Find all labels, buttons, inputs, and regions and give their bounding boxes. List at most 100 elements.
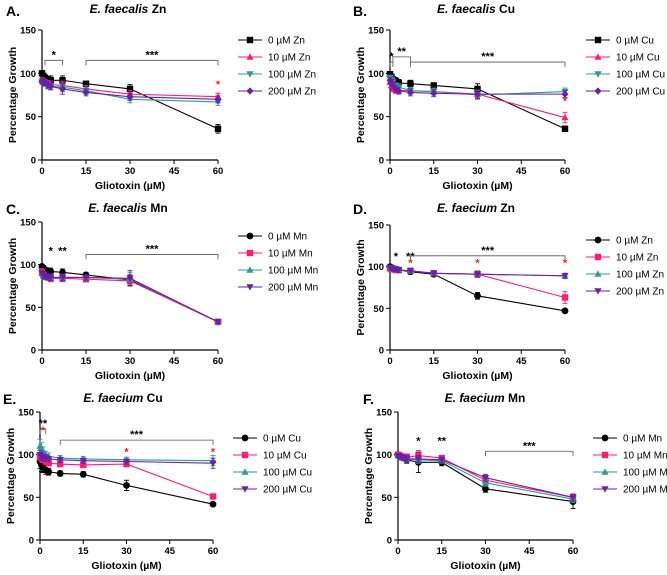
data-point <box>56 457 64 464</box>
legend-item: 10 µM Zn <box>238 53 310 64</box>
x-tick-label: 15 <box>436 546 447 557</box>
legend-label: 100 µM Cu <box>263 468 312 479</box>
chart-title-species: E. faecium <box>437 201 497 215</box>
data-point <box>45 468 53 476</box>
data-point <box>47 82 55 90</box>
data-point <box>403 456 411 463</box>
data-point <box>214 319 222 326</box>
chart-title-species: E. faecium <box>83 391 143 405</box>
x-tick-label: 30 <box>480 546 491 557</box>
y-axis-label: Percentage Growth <box>5 428 17 524</box>
significance-marker: *** <box>481 245 495 257</box>
data-point <box>473 271 482 278</box>
legend-item: 200 µM Mn <box>593 485 667 496</box>
legend-label: 200 µM Zn <box>268 87 316 98</box>
series-line <box>389 73 566 130</box>
x-tick-label: 45 <box>164 546 175 557</box>
data-point <box>58 85 67 93</box>
legend-marker <box>594 53 602 60</box>
chart-title-metal: Mn <box>505 391 526 405</box>
significance-marker: * <box>41 425 46 437</box>
legend-marker <box>246 53 254 60</box>
chart-title: E. faecalis Zn <box>90 2 167 16</box>
x-tick-label: 30 <box>472 356 483 367</box>
data-point <box>474 292 481 300</box>
y-tick-label: 0 <box>31 156 36 167</box>
panel-label: B. <box>353 3 367 19</box>
significance-marker: *** <box>481 51 495 63</box>
x-tick-label: 60 <box>208 546 219 557</box>
legend-label: 200 µM Mn <box>268 283 318 294</box>
x-axis-label: Gliotoxin (µM) <box>442 370 512 382</box>
significance-marker: * <box>416 435 421 447</box>
x-tick-label: 0 <box>37 546 42 557</box>
data-point <box>45 460 52 467</box>
legend-marker <box>241 486 249 493</box>
series-3 <box>386 76 569 99</box>
legend-marker <box>601 486 609 493</box>
significance-marker: *** <box>146 49 160 61</box>
x-tick-label: 30 <box>125 356 136 367</box>
legend-item: 200 µM Cu <box>586 87 665 98</box>
chart-title-species: E. faecalis <box>90 2 149 16</box>
panel-label: D. <box>353 201 367 217</box>
data-point <box>45 456 53 463</box>
y-tick-label: 100 <box>368 262 384 273</box>
y-tick-label: 0 <box>31 346 36 357</box>
legend-label: 200 µM Cu <box>263 485 312 496</box>
y-tick-label: 0 <box>379 346 384 357</box>
series-3 <box>36 449 217 469</box>
legend-item: 10 µM Zn <box>586 253 658 264</box>
legend-label: 10 µM Zn <box>268 53 310 64</box>
significance-marker: ** <box>397 46 406 58</box>
chart-title-metal: Cu <box>143 391 162 405</box>
y-tick-label: 50 <box>25 112 36 123</box>
series-3 <box>394 452 577 502</box>
y-tick-label: 50 <box>25 303 36 314</box>
data-point <box>56 470 64 477</box>
data-point <box>561 113 569 121</box>
x-tick-label: 30 <box>472 166 483 177</box>
y-tick-label: 150 <box>20 26 36 37</box>
legend-marker <box>246 284 254 291</box>
legend-marker <box>246 36 254 44</box>
data-point <box>395 267 403 274</box>
significance-marker: ** <box>39 418 48 430</box>
data-point <box>126 275 134 282</box>
legend-label: 10 µM Zn <box>616 253 658 264</box>
data-point <box>414 456 423 463</box>
chart-title: E. faecium Cu <box>83 391 162 405</box>
legend-label: 0 µM Mn <box>623 434 662 445</box>
y-tick-label: 100 <box>368 69 384 80</box>
y-tick-label: 150 <box>368 26 384 37</box>
significance-marker: * <box>211 447 216 459</box>
legend-label: 10 µM Mn <box>268 249 313 260</box>
legend-marker <box>594 288 602 295</box>
data-point <box>47 77 54 84</box>
data-point <box>481 475 490 482</box>
x-tick-label: 45 <box>524 546 535 557</box>
legend-label: 10 µM Mn <box>623 451 667 462</box>
chart-panel-d: D. E. faecium Zn 0 50 100 150 0 15 30 45 60 Gliotox… <box>353 201 664 382</box>
legend-marker <box>246 87 254 95</box>
legend-item: 10 µM Mn <box>593 451 667 462</box>
legend-item: 0 µM Zn <box>238 36 305 47</box>
x-tick-label: 15 <box>428 356 439 367</box>
legend-marker <box>594 71 602 78</box>
y-tick-label: 0 <box>379 156 384 167</box>
legend-marker <box>241 451 249 459</box>
legend-label: 200 µM Zn <box>616 287 664 298</box>
y-tick-label: 50 <box>373 304 384 315</box>
data-point <box>214 125 222 132</box>
legend-marker <box>601 434 609 442</box>
significance-marker: * <box>394 251 399 263</box>
legend-item: 100 µM Cu <box>586 70 665 81</box>
chart-title-species: E. faecalis <box>437 2 496 16</box>
significance-marker: * <box>563 258 568 270</box>
legend-item: 100 µM Mn <box>593 468 667 479</box>
legend-item: 0 µM Cu <box>586 36 654 47</box>
x-axis-label: Gliotoxin (µM) <box>91 560 161 572</box>
significance-marker: * <box>52 49 57 61</box>
legend-item: 200 µM Zn <box>238 87 316 98</box>
legend-item: 100 µM Zn <box>586 270 664 281</box>
